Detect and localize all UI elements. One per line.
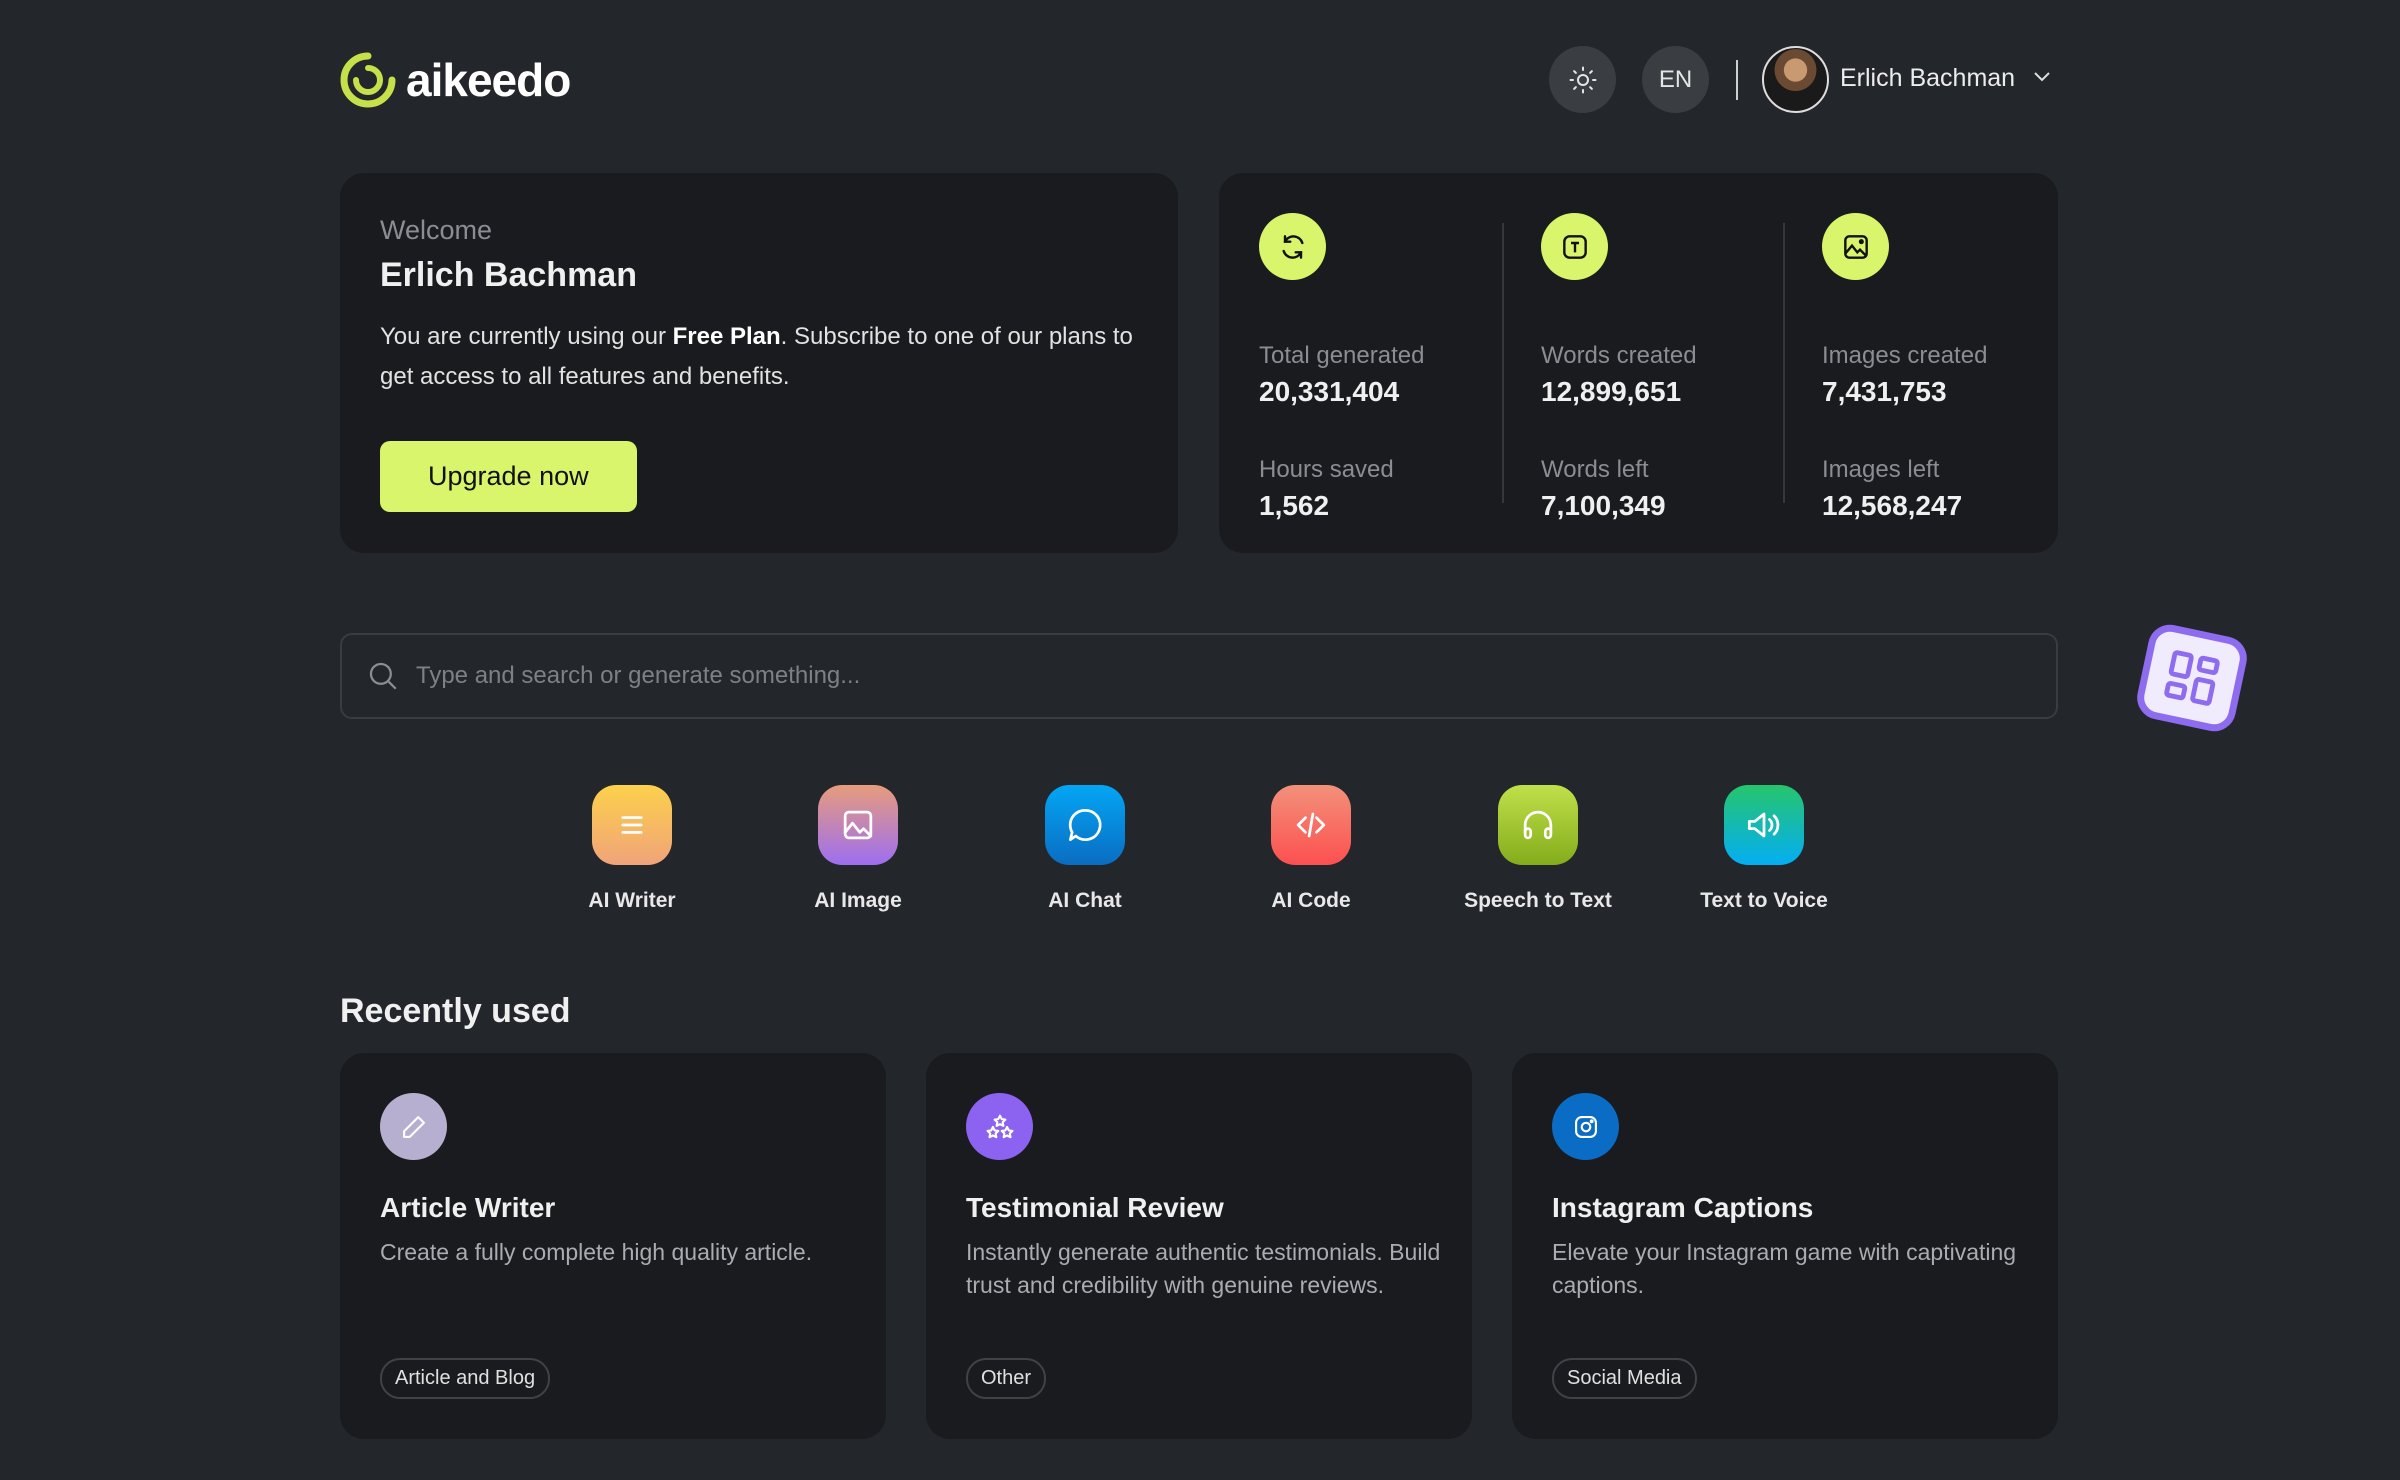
recent-title: Article Writer: [380, 1192, 556, 1223]
recent-title: Instagram Captions: [1552, 1192, 1814, 1223]
stats-card: Total generated 20,331,404 Hours saved 1,5…: [1219, 173, 2058, 553]
recent-description: Elevate your Instagram game with captiva…: [1552, 1239, 2017, 1298]
recent-card[interactable]: Instagram Captions Elevate your Instagram…: [1512, 1053, 2058, 1439]
app-icon-tile[interactable]: [592, 785, 672, 865]
headphones-icon: [1523, 810, 1553, 840]
stats-divider: [1502, 223, 1504, 503]
stat-value: 12,568,247: [1822, 490, 1963, 521]
stats-column: Images created 7,431,753 Images left 12,56…: [1822, 213, 1987, 522]
grid-icon: [2164, 650, 2220, 706]
plan-text: You are currently using our Free Plan. S…: [380, 317, 1140, 397]
stats-divider: [1783, 223, 1785, 503]
recent-description: Create a fully complete high quality art…: [380, 1239, 813, 1265]
instagram-icon: [1574, 1115, 1597, 1138]
stat-value: 1,562: [1259, 490, 1330, 521]
pencil-icon: [402, 1115, 425, 1138]
app-icon-tile[interactable]: [1498, 785, 1578, 865]
stat-label: Images created: [1822, 342, 1988, 369]
app-icon-tile[interactable]: [1724, 785, 1804, 865]
text-icon: [1541, 213, 1608, 280]
logo[interactable]: aikeedo: [340, 52, 571, 108]
stat-label: Hours saved: [1259, 456, 1394, 483]
stat-value: 7,100,349: [1541, 490, 1666, 521]
image-icon: [1822, 213, 1889, 280]
chevron-down-icon[interactable]: [2030, 64, 2054, 88]
recently-used-title: Recently used: [340, 992, 571, 1030]
stat-label: Total generated: [1259, 342, 1425, 369]
language-button[interactable]: EN: [1642, 46, 1709, 113]
header-divider: [1736, 60, 1738, 100]
app-ai-image[interactable]: AI Image: [758, 785, 958, 913]
category-tag[interactable]: Article and Blog: [380, 1358, 551, 1399]
upgrade-button[interactable]: Upgrade now: [380, 441, 637, 512]
recent-card[interactable]: Article Writer Create a fully complete hi…: [340, 1053, 886, 1439]
app-label: AI Image: [814, 889, 902, 912]
category-tag[interactable]: Social Media: [1552, 1358, 1697, 1399]
avatar[interactable]: [1762, 46, 1829, 113]
lines-icon: [621, 816, 643, 834]
app-speech-to-text[interactable]: Speech to Text: [1438, 785, 1638, 913]
user-name[interactable]: Erlich Bachman: [1840, 64, 2016, 92]
logo-text: aikeedo: [406, 54, 571, 106]
recent-icon-circle: [1552, 1093, 1619, 1160]
stat-label: Images left: [1822, 456, 1940, 483]
plan-text-2: . Subscribe to one of our plans to get a…: [380, 323, 1133, 390]
app-ai-writer[interactable]: AI Writer: [532, 785, 732, 913]
welcome-name: Erlich Bachman: [380, 256, 637, 294]
apps-grid-button[interactable]: [2133, 620, 2251, 736]
code-icon: [1296, 812, 1326, 838]
app-text-to-voice[interactable]: Text to Voice: [1664, 785, 1864, 913]
sun-icon: [1569, 66, 1596, 93]
chat-icon: [1068, 808, 1102, 842]
app-label: Text to Voice: [1700, 889, 1828, 912]
plan-name: Free Plan: [672, 323, 781, 350]
recent-description: Instantly generate authentic testimonial…: [966, 1239, 1441, 1298]
app-label: Speech to Text: [1464, 889, 1612, 912]
stat-value: 7,431,753: [1822, 376, 1947, 407]
plan-text-1: You are currently using our: [380, 323, 673, 350]
stat-label: Words created: [1541, 342, 1697, 369]
stat-value: 12,899,651: [1541, 376, 1682, 407]
app-icon-tile[interactable]: [1045, 785, 1125, 865]
recent-icon-circle: [966, 1093, 1033, 1160]
stat-label: Words left: [1541, 456, 1649, 483]
app-label: AI Code: [1271, 889, 1351, 912]
app-icon-tile[interactable]: [1271, 785, 1351, 865]
stats-column: Words created 12,899,651 Words left 7,100,…: [1541, 213, 1697, 522]
refresh-icon: [1259, 213, 1326, 280]
category-tag[interactable]: Other: [966, 1358, 1047, 1399]
search-input[interactable]: [416, 662, 2016, 690]
search-bar[interactable]: [340, 633, 2058, 719]
stat-value: 20,331,404: [1259, 376, 1400, 407]
app-ai-chat[interactable]: AI Chat: [985, 785, 1185, 913]
search-icon: [369, 662, 397, 690]
image-icon: [843, 810, 873, 840]
speaker-icon: [1747, 812, 1780, 838]
welcome-card: Welcome Erlich Bachman You are currently…: [340, 173, 1178, 553]
recent-card[interactable]: Testimonial Review Instantly generate aut…: [926, 1053, 1472, 1439]
app-icon-tile[interactable]: [818, 785, 898, 865]
recent-icon-circle: [380, 1093, 447, 1160]
app-label: AI Chat: [1048, 889, 1122, 912]
welcome-label: Welcome: [380, 215, 493, 245]
app-ai-code[interactable]: AI Code: [1211, 785, 1411, 913]
app-label: AI Writer: [588, 889, 676, 912]
stars-icon: [985, 1114, 1014, 1138]
stats-column: Total generated 20,331,404 Hours saved 1,5…: [1259, 213, 1424, 522]
logo-icon: [340, 52, 396, 108]
recent-title: Testimonial Review: [966, 1192, 1224, 1223]
theme-toggle-button[interactable]: [1549, 46, 1616, 113]
